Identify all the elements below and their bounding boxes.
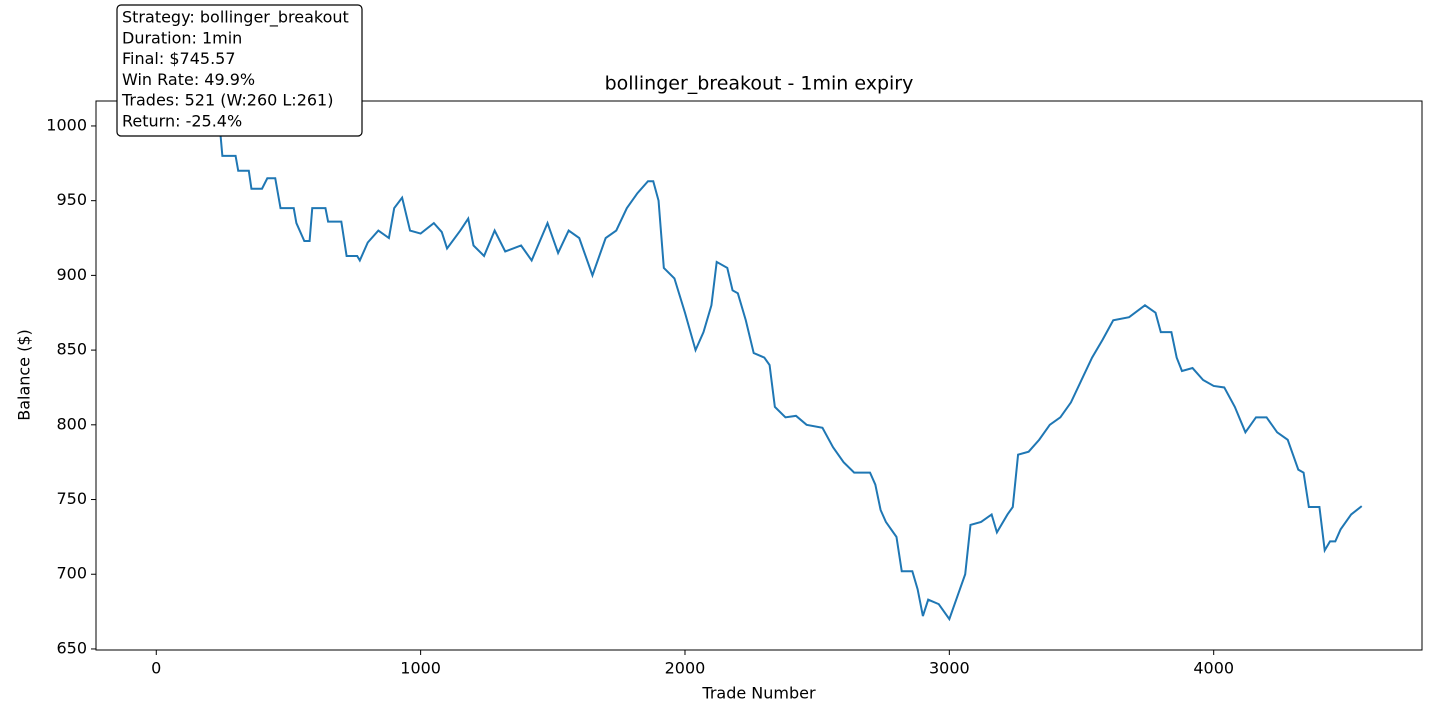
plot-frame <box>95 100 1423 651</box>
y-tick-label: 700 <box>56 564 87 583</box>
annotation-line: Trades: 521 (W:260 L:261) <box>121 91 333 110</box>
y-tick-label: 850 <box>56 340 87 359</box>
x-tick-label: 0 <box>151 659 161 678</box>
annotation-box <box>116 4 363 137</box>
annotation-line: Final: $745.57 <box>122 49 236 68</box>
annotation-line: Strategy: bollinger_breakout <box>122 8 349 28</box>
y-tick-label: 750 <box>56 489 87 508</box>
data-line <box>156 124 1363 622</box>
y-tick-label: 800 <box>56 414 87 433</box>
x-tick-label: 3000 <box>929 659 970 678</box>
y-tick-label: 650 <box>56 638 87 657</box>
annotation-line: Duration: 1min <box>122 28 242 47</box>
y-tick-label: 900 <box>56 265 87 284</box>
annotation-line: Win Rate: 49.9% <box>122 70 255 89</box>
x-tick-label: 1000 <box>400 659 441 678</box>
annotation-line: Return: -25.4% <box>122 112 242 131</box>
y-axis-label: Balance ($) <box>15 329 34 421</box>
x-tick-label: 2000 <box>665 659 706 678</box>
y-tick-label: 950 <box>56 190 87 209</box>
x-axis-label: Trade Number <box>701 684 816 703</box>
chart-title: bollinger_breakout - 1min expiry <box>605 73 914 95</box>
y-tick-label: 1000 <box>46 115 87 134</box>
x-tick-label: 4000 <box>1193 659 1234 678</box>
